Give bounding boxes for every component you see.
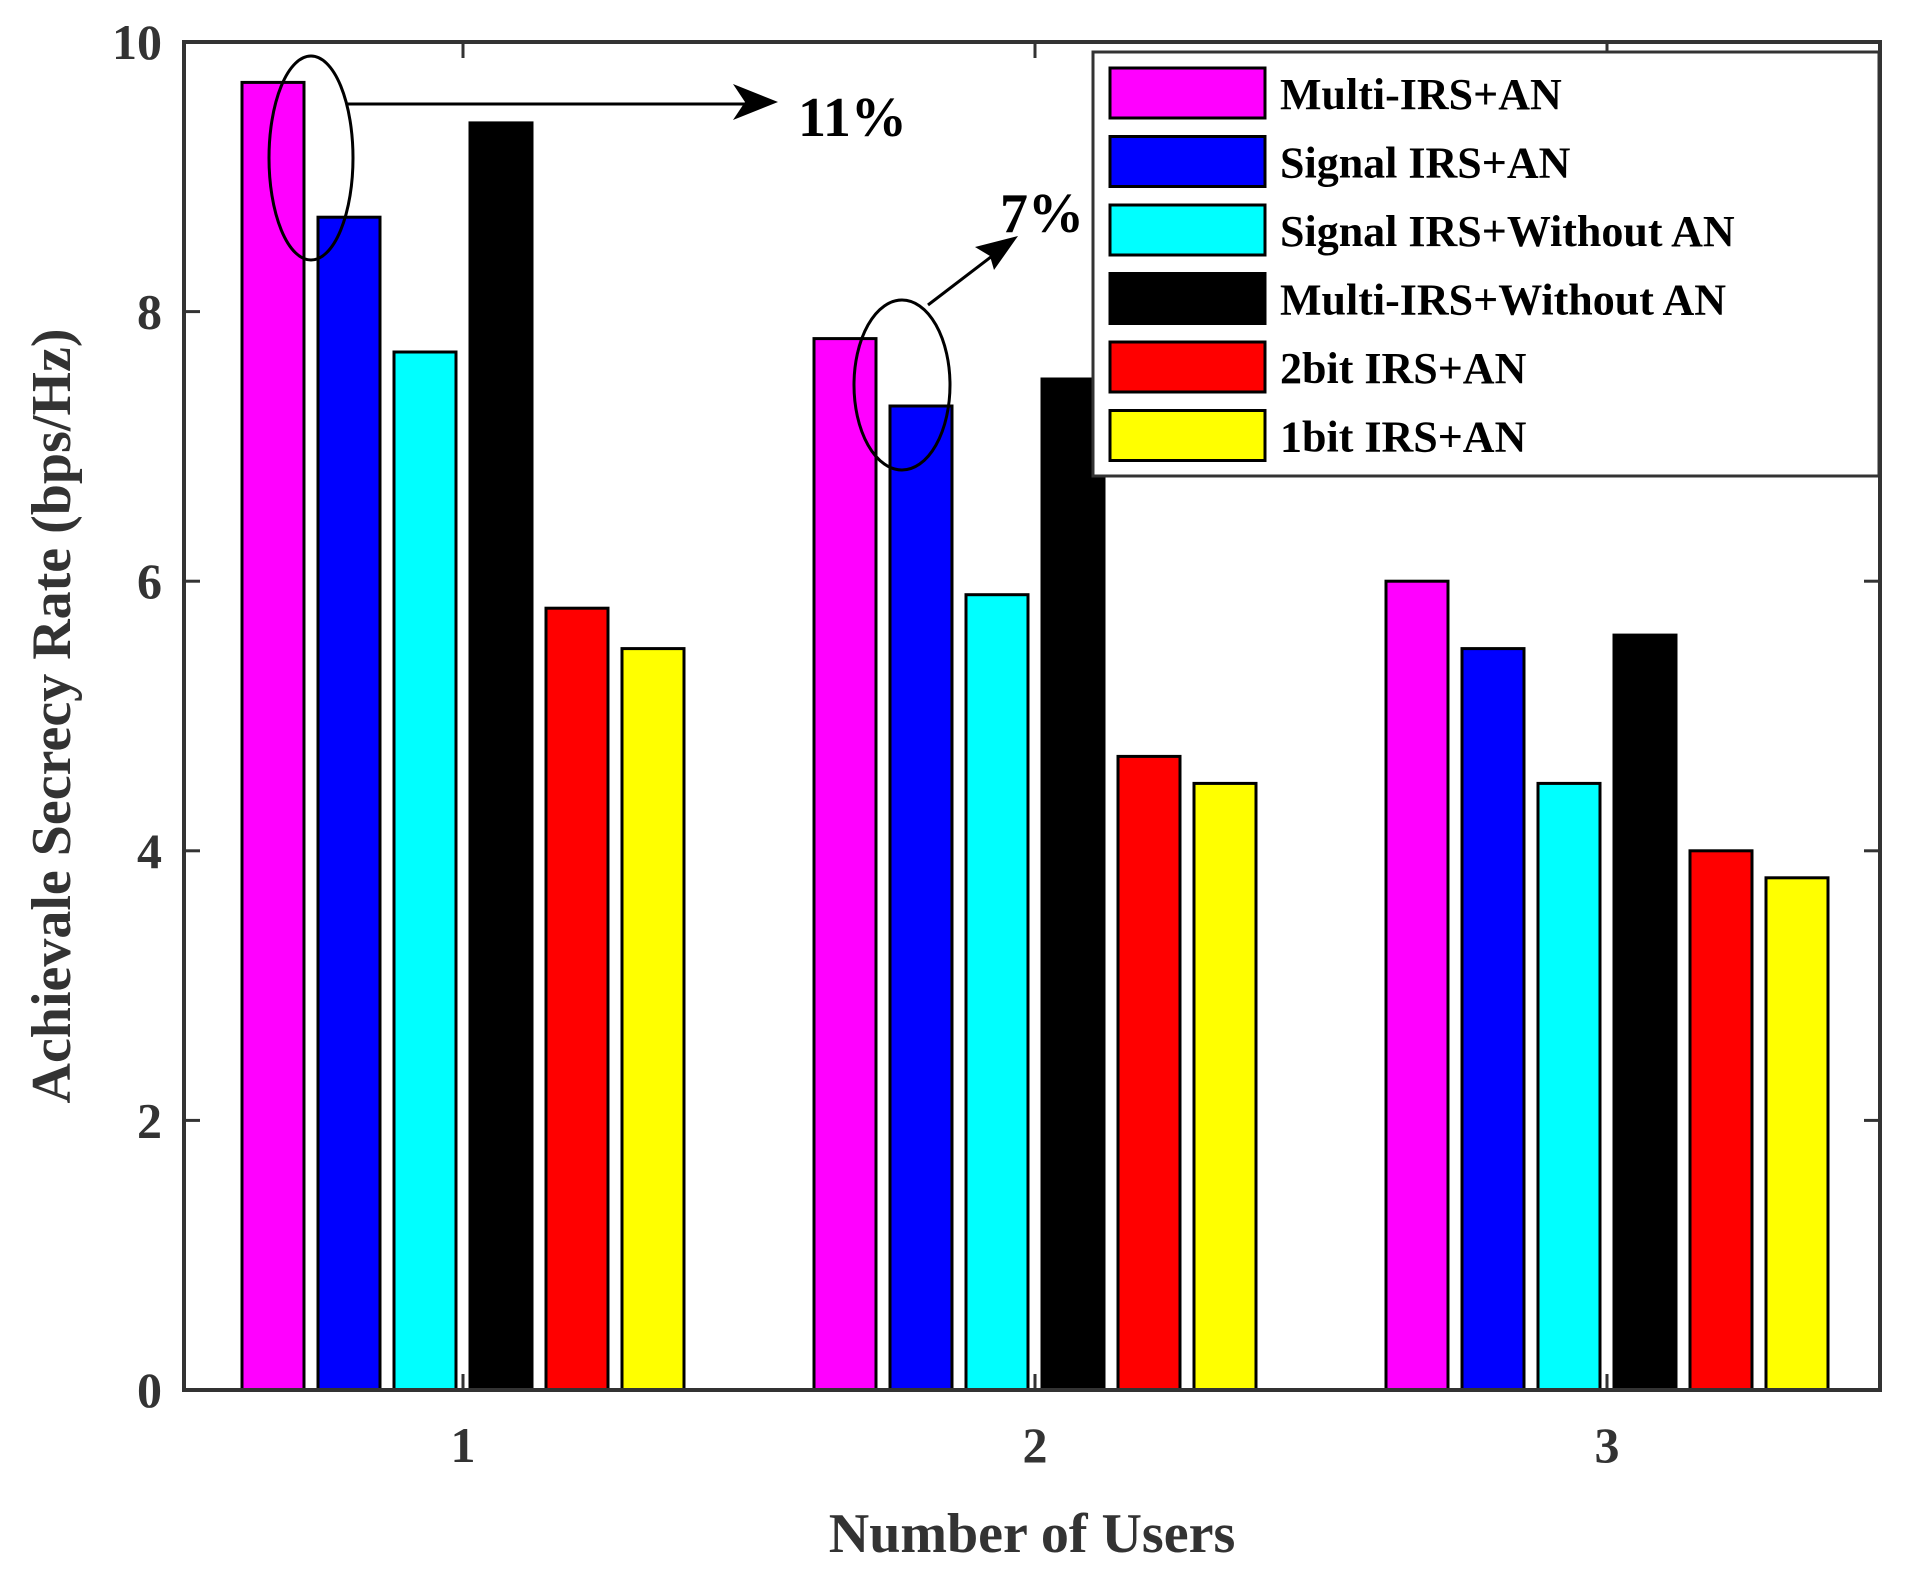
legend-box (1091, 50, 1881, 478)
bar-1bit-irs-an-users-1 (620, 647, 686, 1392)
x-tick-label: 3 (1595, 1417, 1620, 1473)
y-tick-label: 6 (137, 553, 162, 609)
legend-swatch (1108, 409, 1267, 462)
legend-label: Signal IRS+Without AN (1280, 207, 1735, 256)
y-tick-label: 4 (137, 823, 162, 879)
bar-signal-irs-an-users-1 (316, 215, 382, 1392)
annotation-7-percent: 7% (852, 183, 1084, 472)
annotation-11-percent: 11% (267, 54, 907, 262)
annotation-arrow-2 (927, 248, 1001, 307)
y-tick-label: 8 (137, 284, 162, 340)
annotation-arrowhead-2 (975, 236, 1018, 270)
x-tick-label: 1 (451, 1417, 476, 1473)
bar-signal-irs-an-users-3 (1460, 647, 1526, 1392)
x-axis-label: Number of Users (829, 1503, 1235, 1565)
x-tick-label: 2 (1023, 1417, 1048, 1473)
bar-signal-irs-without-an-users-1 (392, 350, 458, 1392)
bar-multi-irs-an-users-2 (812, 337, 878, 1392)
legend-swatch (1108, 272, 1267, 325)
bar-signal-irs-without-an-users-3 (1536, 781, 1602, 1392)
bar-multi-irs-an-users-1 (240, 80, 306, 1392)
y-tick-label: 0 (137, 1362, 162, 1418)
bar-1bit-irs-an-users-2 (1192, 781, 1258, 1392)
legend-label: Multi-IRS+Without AN (1280, 276, 1726, 325)
bar-multi-irs-without-an-users-3 (1612, 633, 1678, 1392)
y-axis-label: Achievale Secrecy Rate (bps/Hz) (21, 329, 83, 1104)
annotation-arrowhead-1 (733, 84, 778, 120)
legend-label: 1bit IRS+AN (1280, 413, 1527, 462)
bars-group (240, 80, 1830, 1392)
bar-2bit-irs-an-users-1 (544, 606, 610, 1392)
legend: Multi-IRS+AN Signal IRS+AN Signal IRS+With… (1091, 50, 1881, 478)
bar-2bit-irs-an-users-3 (1688, 849, 1754, 1392)
legend-swatch (1108, 340, 1267, 394)
bar-signal-irs-without-an-users-2 (964, 593, 1030, 1392)
bar-multi-irs-without-an-users-1 (468, 121, 534, 1392)
legend-swatch (1108, 66, 1267, 120)
legend-label: 2bit IRS+AN (1280, 344, 1527, 393)
legend-swatch (1108, 135, 1267, 188)
annotation-text-1: 11% (798, 87, 907, 149)
legend-swatch (1108, 203, 1267, 257)
y-tick-label: 10 (112, 14, 162, 70)
y-tick-label: 2 (137, 1092, 162, 1148)
bar-1bit-irs-an-users-3 (1764, 876, 1830, 1392)
bar-multi-irs-without-an-users-2 (1040, 377, 1106, 1392)
legend-label: Multi-IRS+AN (1280, 70, 1562, 119)
annotation-ellipse-2 (852, 298, 952, 472)
axes-box (182, 40, 1882, 1392)
annotation-ellipse-1 (267, 54, 355, 262)
bar-signal-irs-an-users-2 (888, 404, 954, 1392)
bar-multi-irs-an-users-3 (1384, 579, 1450, 1392)
annotation-text-2: 7% (1000, 183, 1084, 245)
legend-label: Signal IRS+AN (1280, 139, 1571, 188)
bar-2bit-irs-an-users-2 (1116, 754, 1182, 1392)
